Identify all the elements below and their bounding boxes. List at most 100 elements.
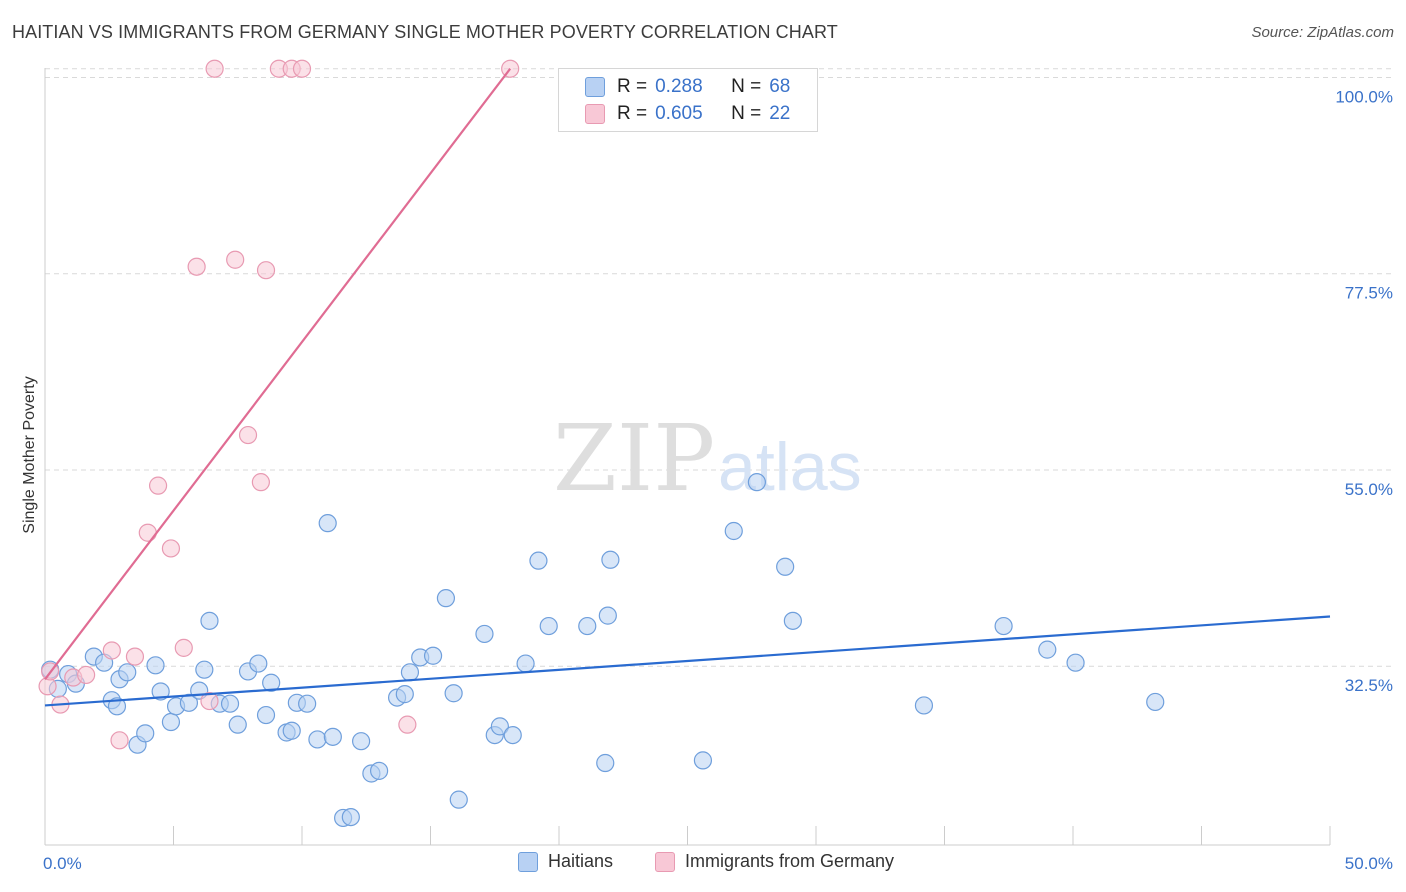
point-germany	[256, 261, 276, 280]
legend-r-value: 0.288	[655, 76, 703, 97]
point-haitians	[529, 551, 548, 570]
point-haitians	[146, 656, 165, 675]
point-haitians	[256, 705, 276, 725]
point-germany	[148, 476, 168, 495]
point-haitians	[352, 732, 371, 751]
point-haitians	[1038, 640, 1057, 659]
point-haitians	[724, 521, 743, 541]
point-haitians	[318, 514, 337, 533]
legend-row-germany: R = 0.605 N = 22	[585, 101, 790, 127]
point-haitians	[323, 727, 342, 746]
legend-n-value: 22	[769, 103, 791, 124]
point-haitians	[914, 696, 934, 715]
point-germany	[138, 523, 157, 542]
legend-stats: R = 0.288 N = 68 R = 0.605 N = 22	[558, 68, 818, 132]
point-haitians	[195, 660, 214, 679]
point-haitians	[747, 473, 766, 492]
legend-label-haitians: Haitians	[548, 851, 614, 871]
axis-layer	[44, 68, 1331, 846]
legend-item-germany: Immigrants from Germany	[655, 851, 894, 872]
point-haitians	[118, 663, 137, 682]
point-haitians	[516, 654, 535, 673]
trendline-germany	[44, 68, 512, 680]
point-germany	[102, 641, 121, 660]
ticks-layer: 100.0% 77.5% 55.0% 32.5% 0.0% 50.0%	[43, 87, 1393, 873]
point-haitians	[423, 646, 443, 665]
point-haitians	[578, 616, 597, 636]
legend-swatch-haitians	[585, 77, 605, 97]
point-haitians	[490, 717, 509, 736]
legend-n-key: N =	[731, 103, 762, 124]
y-tick-label: 32.5%	[1345, 676, 1393, 695]
y-tick-label: 55.0%	[1345, 480, 1393, 499]
point-germany	[161, 539, 181, 558]
point-germany	[238, 425, 258, 445]
point-germany	[187, 257, 206, 276]
legend-swatch-germany	[585, 104, 605, 124]
point-haitians	[783, 611, 802, 630]
grid-layer	[45, 68, 1394, 667]
legend-r-key: R =	[617, 103, 648, 124]
point-germany	[226, 250, 245, 269]
point-germany	[125, 647, 145, 666]
point-germany	[110, 731, 129, 750]
point-haitians	[228, 715, 247, 734]
point-haitians	[249, 654, 268, 673]
trendline-haitians	[44, 615, 1331, 707]
point-germany	[398, 715, 417, 734]
point-haitians	[298, 694, 317, 713]
x-tick-label: 0.0%	[43, 854, 82, 873]
point-haitians	[370, 761, 389, 780]
point-haitians	[436, 589, 456, 608]
y-tick-label: 100.0%	[1335, 87, 1393, 106]
points-layer	[38, 59, 1165, 828]
point-haitians	[107, 697, 127, 716]
watermark-zip: ZIP	[553, 405, 715, 512]
point-germany	[38, 677, 57, 696]
point-haitians	[449, 790, 468, 809]
point-haitians	[776, 557, 795, 576]
point-haitians	[220, 694, 240, 713]
legend-row-haitians: R = 0.288 N = 68	[585, 74, 790, 100]
point-germany	[501, 59, 520, 78]
chart-title: HAITIAN VS IMMIGRANTS FROM GERMANY SINGL…	[12, 22, 838, 42]
legend-label-germany: Immigrants from Germany	[685, 851, 895, 871]
watermark: ZIP atlas	[553, 405, 862, 512]
point-haitians	[475, 624, 494, 644]
point-haitians	[1146, 692, 1165, 712]
legend-n-value: 68	[769, 76, 791, 97]
point-haitians	[200, 611, 219, 630]
point-germany	[292, 59, 312, 78]
legend-item-haitians: Haitians	[518, 851, 613, 872]
watermark-atlas: atlas	[718, 429, 862, 505]
point-haitians	[262, 673, 281, 692]
point-haitians	[539, 616, 558, 636]
point-haitians	[693, 751, 713, 770]
point-haitians	[503, 725, 522, 745]
legend-r-value: 0.605	[655, 103, 703, 124]
point-haitians	[151, 682, 170, 701]
point-haitians	[444, 684, 463, 703]
point-germany	[251, 473, 270, 492]
legend-n-key: N =	[731, 76, 762, 97]
point-haitians	[341, 807, 360, 827]
legend-swatch-germany	[655, 851, 675, 872]
point-haitians	[596, 753, 615, 773]
trend-layer	[44, 68, 1331, 707]
point-haitians	[601, 550, 620, 569]
y-tick-label: 77.5%	[1345, 284, 1393, 303]
point-haitians	[994, 616, 1013, 636]
point-haitians	[136, 724, 155, 743]
point-haitians	[400, 663, 420, 682]
y-axis-label: Single Mother Poverty	[21, 376, 38, 533]
point-haitians	[161, 712, 181, 732]
point-haitians	[598, 606, 617, 625]
point-germany	[174, 638, 193, 657]
point-germany	[205, 59, 224, 78]
legend-series: Haitians Immigrants from Germany	[0, 851, 1406, 877]
point-haitians	[395, 685, 414, 704]
legend-r-key: R =	[617, 76, 648, 97]
point-haitians	[179, 693, 199, 712]
point-germany	[200, 691, 219, 711]
